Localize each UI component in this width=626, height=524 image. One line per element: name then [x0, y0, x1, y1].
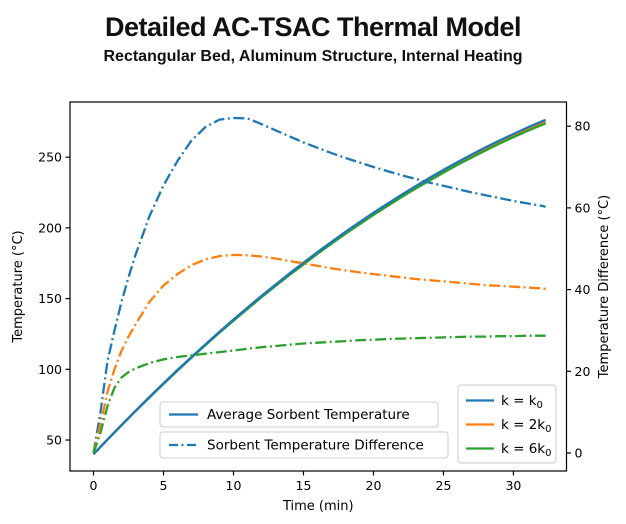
y-axis-right: 0 20 40 60 80 Temperature Difference (°C): [566, 119, 612, 460]
x-tick-label: 0: [90, 478, 98, 493]
x-tick-label: 15: [296, 478, 312, 493]
y-right-tick-label: 40: [575, 282, 591, 297]
x-tick-label: 10: [226, 478, 242, 493]
legend-label: k = 2k0: [501, 417, 552, 435]
y-right-tick-label: 20: [575, 364, 591, 379]
x-tick-label: 25: [436, 478, 452, 493]
y-axis-left: 50 100 150 200 250 Temperature (°C): [11, 150, 70, 448]
y-left-tick-label: 50: [46, 433, 62, 448]
legend-label: Sorbent Temperature Difference: [207, 438, 424, 454]
legend-colors: k = k0 k = 2k0 k = 6k0: [457, 384, 557, 464]
y-left-tick-label: 250: [38, 150, 62, 165]
series-sorbent-temp-diff-6k0: [92, 334, 546, 454]
legend-label: Average Sorbent Temperature: [207, 407, 410, 423]
legend-box: [159, 401, 439, 428]
x-tick-label: 30: [505, 478, 521, 493]
y-left-tick-label: 100: [38, 362, 62, 377]
figure-title: Detailed AC-TSAC Thermal Model: [104, 12, 522, 42]
y-right-tick-label: 60: [575, 200, 591, 215]
y-axis-left-label: Temperature (°C): [11, 230, 26, 343]
legend-linestyle: Average Sorbent Temperature Sorbent Tempe…: [159, 401, 449, 459]
x-tick-label: 5: [160, 478, 168, 493]
legend-label: k = k0: [501, 393, 543, 411]
x-axis-label: Time (min): [282, 499, 354, 514]
series-group: [92, 116, 547, 455]
y-left-tick-label: 200: [38, 220, 62, 235]
figure-subtitle: Rectangular Bed, Aluminum Structure, Int…: [103, 48, 523, 65]
legend-label: k = 6k0: [501, 441, 552, 459]
y-right-tick-label: 80: [575, 119, 591, 134]
x-axis: 0 5 10 15 20 25 30 Time (min): [90, 471, 521, 514]
y-left-tick-label: 150: [38, 291, 62, 306]
y-right-tick-label: 0: [575, 445, 583, 460]
x-tick-label: 20: [366, 478, 382, 493]
legend-box: [159, 431, 449, 459]
plot-border: [69, 101, 568, 472]
y-axis-right-label: Temperature Difference (°C): [597, 195, 612, 379]
series-avg-sorbent-temp-1k0: [92, 118, 547, 455]
series-sorbent-temp-diff-1k0: [92, 116, 546, 454]
legend-box: [457, 384, 557, 464]
series-sorbent-temp-diff-2k0: [92, 253, 546, 454]
